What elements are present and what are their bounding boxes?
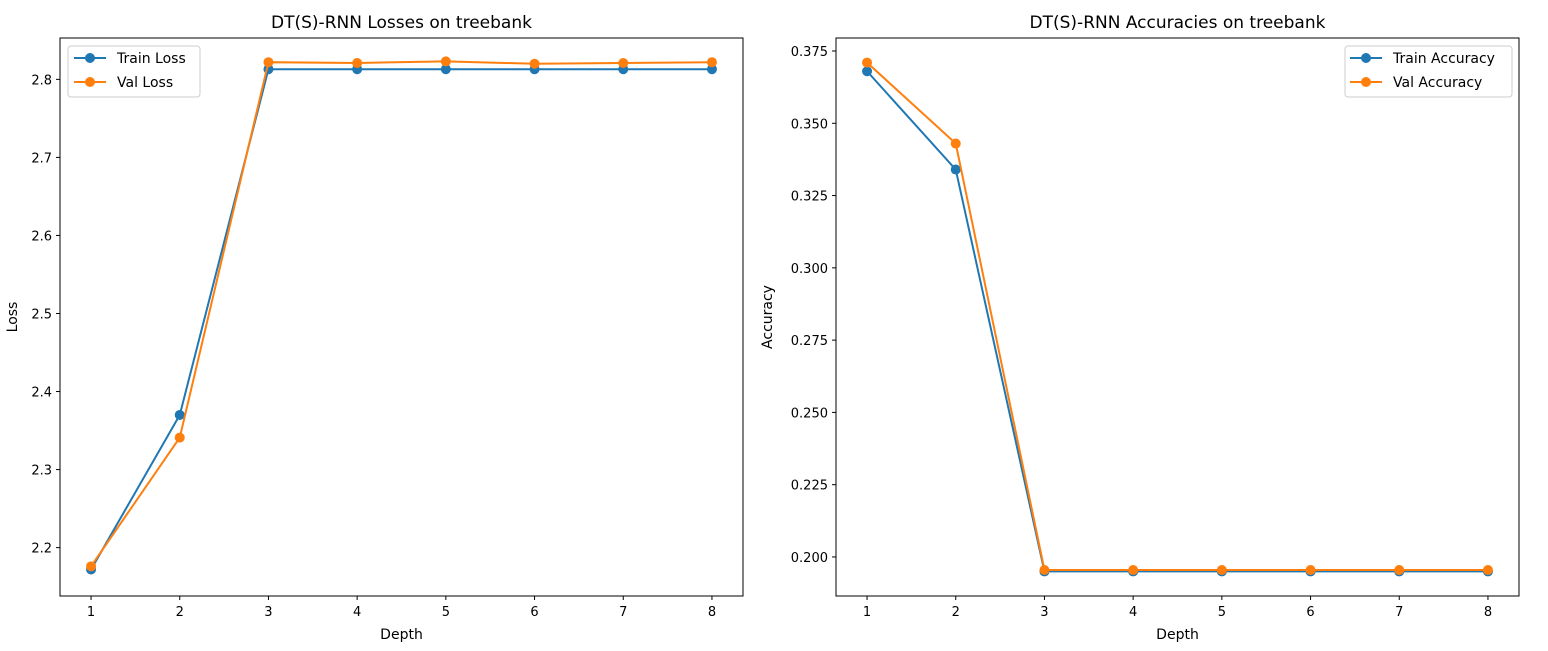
accuracy-y-tick-label: 0.375	[791, 45, 828, 60]
accuracy-y-tick-label: 0.250	[791, 406, 828, 421]
loss-chart-title: DT(S)-RNN Losses on treebank	[271, 13, 532, 33]
loss-y-tick-label: 2.8	[31, 73, 52, 88]
loss-train-line	[90, 68, 712, 570]
accuracy-y-tick-label: 0.350	[791, 117, 828, 132]
loss-legend-label-train: Train Loss	[116, 51, 186, 67]
loss-val-line	[90, 60, 712, 567]
loss-plot-frame	[59, 37, 744, 597]
accuracy-legend: Train Accuracy Val Accuracy	[1344, 45, 1513, 98]
accuracy-y-tick-label: 0.200	[791, 551, 828, 566]
accuracy-chart: DT(S)-RNN Accuracies on treebank 0.2000.…	[760, 13, 1520, 643]
loss-x-tick-label: 7	[619, 605, 627, 620]
accuracy-x-tick-label: 6	[1306, 605, 1314, 620]
loss-val-point	[529, 58, 540, 69]
accuracy-x-tick-label: 8	[1484, 605, 1492, 620]
loss-legend: Train Loss Val Loss	[67, 45, 201, 98]
loss-y-tick-label: 2.4	[31, 386, 52, 401]
accuracy-y-tick-label: 0.275	[791, 334, 828, 349]
loss-val-point	[706, 57, 717, 68]
accuracy-val-point	[1482, 564, 1493, 575]
loss-legend-label-val: Val Loss	[117, 75, 173, 91]
accuracy-x-tick-label: 4	[1129, 605, 1137, 620]
loss-y-tick-label: 2.5	[31, 307, 52, 322]
accuracy-y-tick-label: 0.300	[791, 262, 828, 277]
loss-x-axis: 1 2 3 4 5 6 7 8	[87, 596, 716, 620]
accuracy-val-point	[1394, 564, 1405, 575]
loss-legend-marker-train	[85, 53, 95, 63]
accuracy-train-line	[866, 70, 1488, 573]
loss-val-point	[86, 561, 97, 572]
loss-x-tick-label: 5	[442, 605, 450, 620]
accuracy-val-point	[1128, 564, 1139, 575]
loss-x-tick-label: 4	[353, 605, 361, 620]
loss-train-point	[440, 64, 451, 75]
loss-x-tick-label: 1	[87, 605, 95, 620]
loss-val-point	[440, 56, 451, 67]
accuracy-val-point	[1039, 564, 1050, 575]
accuracy-x-axis: 1 2 3 4 5 6 7 8	[863, 596, 1492, 620]
accuracy-y-tick-label: 0.325	[791, 190, 828, 205]
accuracy-y-axis: 0.200 0.225 0.250 0.275 0.300 0.325 0.350 0.375	[791, 45, 836, 566]
loss-val-point	[174, 432, 185, 443]
loss-y-tick-label: 2.2	[31, 542, 52, 557]
accuracy-x-tick-label: 3	[1040, 605, 1048, 620]
loss-x-axis-label: Depth	[380, 627, 423, 643]
loss-y-tick-label: 2.7	[31, 151, 52, 166]
loss-val-point	[263, 57, 274, 68]
loss-val-point	[618, 57, 629, 68]
accuracy-val-line	[866, 61, 1488, 571]
accuracy-legend-marker-val	[1361, 77, 1371, 87]
accuracy-chart-title: DT(S)-RNN Accuracies on treebank	[1030, 13, 1326, 33]
accuracy-x-axis-label: Depth	[1156, 627, 1199, 643]
accuracy-train-point	[950, 164, 961, 175]
accuracy-val-point	[1216, 564, 1227, 575]
loss-x-tick-label: 2	[176, 605, 184, 620]
loss-x-tick-label: 6	[530, 605, 538, 620]
accuracy-train-point	[862, 66, 873, 77]
loss-y-tick-label: 2.3	[31, 464, 52, 479]
loss-val-point	[352, 57, 363, 68]
accuracy-val-point	[862, 57, 873, 68]
accuracy-val-point	[950, 138, 961, 149]
accuracy-x-tick-label: 2	[952, 605, 960, 620]
accuracy-legend-box	[1344, 45, 1513, 98]
accuracy-plot-frame	[835, 37, 1520, 597]
accuracy-x-tick-label: 1	[863, 605, 871, 620]
accuracy-y-tick-label: 0.225	[791, 479, 828, 494]
loss-x-tick-label: 3	[264, 605, 272, 620]
accuracy-x-tick-label: 5	[1218, 605, 1226, 620]
loss-y-axis-label: Loss	[5, 302, 21, 333]
loss-series-layer	[86, 56, 717, 575]
accuracy-x-tick-label: 7	[1395, 605, 1403, 620]
loss-y-axis: 2.2 2.3 2.4 2.5 2.6 2.7 2.8	[31, 73, 60, 557]
accuracy-series-layer	[862, 57, 1493, 577]
loss-y-tick-label: 2.6	[31, 229, 52, 244]
accuracy-legend-marker-train	[1361, 53, 1371, 63]
loss-chart: DT(S)-RNN Losses on treebank 2.22.32.42.…	[5, 13, 744, 643]
loss-train-point	[706, 64, 717, 75]
loss-x-tick-label: 8	[708, 605, 716, 620]
accuracy-y-axis-label: Accuracy	[760, 285, 776, 349]
accuracy-legend-label-val: Val Accuracy	[1393, 75, 1482, 91]
accuracy-val-point	[1305, 564, 1316, 575]
loss-train-point	[174, 409, 185, 420]
accuracy-legend-label-train: Train Accuracy	[1392, 51, 1495, 67]
loss-legend-marker-val	[85, 77, 95, 87]
